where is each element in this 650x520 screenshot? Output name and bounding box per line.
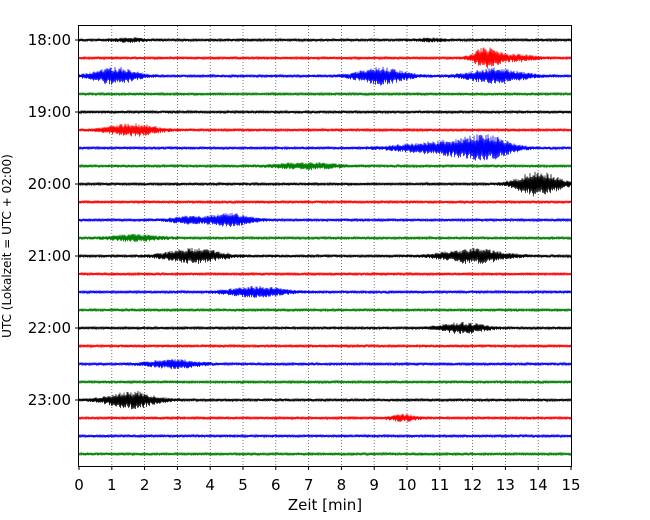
trace-2315 xyxy=(78,413,572,422)
y-tick-label: 22:00 xyxy=(28,319,71,337)
trace-line xyxy=(78,37,572,43)
x-tick-label: 8 xyxy=(337,476,347,494)
trace-1815 xyxy=(78,47,572,69)
y-tick-label: 18:00 xyxy=(28,31,71,49)
trace-2230 xyxy=(78,358,572,370)
trace-line xyxy=(78,171,572,197)
trace-2345 xyxy=(78,451,572,457)
x-tick-label: 2 xyxy=(140,476,150,494)
trace-line xyxy=(78,123,572,137)
y-tick-label: 23:00 xyxy=(28,391,71,409)
x-axis-ticks: 0 1 2 3 4 5 6 7 8 9 10 11 12 13 14 15 xyxy=(74,466,581,494)
trace-line xyxy=(78,213,572,228)
trace-1930 xyxy=(78,134,572,161)
x-tick-label: 5 xyxy=(238,476,248,494)
trace-line xyxy=(78,307,572,313)
x-tick-label: 11 xyxy=(430,476,449,494)
trace-2000 xyxy=(78,171,572,197)
trace-2115 xyxy=(78,271,572,277)
seismogram-traces xyxy=(78,37,572,457)
y-tick-label: 19:00 xyxy=(28,103,71,121)
trace-line xyxy=(78,134,572,161)
trace-line xyxy=(78,413,572,422)
x-tick-label: 10 xyxy=(397,476,416,494)
trace-line xyxy=(78,343,572,349)
x-axis-label: Zeit [min] xyxy=(288,496,362,514)
trace-2045 xyxy=(78,233,572,242)
y-axis-label: UTC (Lokalzeit = UTC + 02:00) xyxy=(0,154,14,338)
x-tick-label: 14 xyxy=(529,476,548,494)
trace-2215 xyxy=(78,343,572,349)
trace-2200 xyxy=(78,321,572,334)
x-tick-label: 7 xyxy=(304,476,314,494)
trace-line xyxy=(78,390,572,410)
trace-2245 xyxy=(78,379,572,385)
x-tick-label: 12 xyxy=(463,476,482,494)
trace-line xyxy=(78,162,572,171)
trace-1900 xyxy=(78,109,572,115)
trace-line xyxy=(78,358,572,370)
trace-line xyxy=(78,47,572,69)
x-tick-label: 0 xyxy=(74,476,84,494)
trace-line xyxy=(78,451,572,457)
trace-1915 xyxy=(78,123,572,137)
x-tick-label: 6 xyxy=(271,476,281,494)
x-tick-label: 9 xyxy=(369,476,379,494)
x-tick-label: 1 xyxy=(107,476,117,494)
trace-line xyxy=(78,247,572,264)
grid-lines xyxy=(111,26,539,466)
trace-line xyxy=(78,199,572,205)
trace-2100 xyxy=(78,247,572,264)
x-tick-label: 4 xyxy=(205,476,215,494)
trace-1830 xyxy=(78,66,572,86)
trace-line xyxy=(78,379,572,385)
trace-2030 xyxy=(78,213,572,228)
plot-frame xyxy=(78,25,572,467)
trace-1800 xyxy=(78,37,572,43)
y-axis-ticks: 18:00 19:00 20:00 21:00 22:00 23:00 xyxy=(28,31,79,409)
trace-line xyxy=(78,91,572,97)
trace-line xyxy=(78,66,572,86)
trace-2145 xyxy=(78,307,572,313)
trace-line xyxy=(78,321,572,334)
trace-2300 xyxy=(78,390,572,410)
y-tick-label: 21:00 xyxy=(28,247,71,265)
y-tick-label: 20:00 xyxy=(28,175,71,193)
trace-line xyxy=(78,271,572,277)
trace-2130 xyxy=(78,285,572,299)
trace-1845 xyxy=(78,91,572,97)
trace-2015 xyxy=(78,199,572,205)
x-tick-label: 3 xyxy=(173,476,183,494)
trace-1945 xyxy=(78,162,572,171)
trace-line xyxy=(78,433,572,439)
x-tick-label: 13 xyxy=(496,476,515,494)
x-tick-label: 15 xyxy=(561,476,580,494)
trace-line xyxy=(78,109,572,115)
trace-2330 xyxy=(78,433,572,439)
trace-line xyxy=(78,233,572,242)
trace-line xyxy=(78,285,572,299)
